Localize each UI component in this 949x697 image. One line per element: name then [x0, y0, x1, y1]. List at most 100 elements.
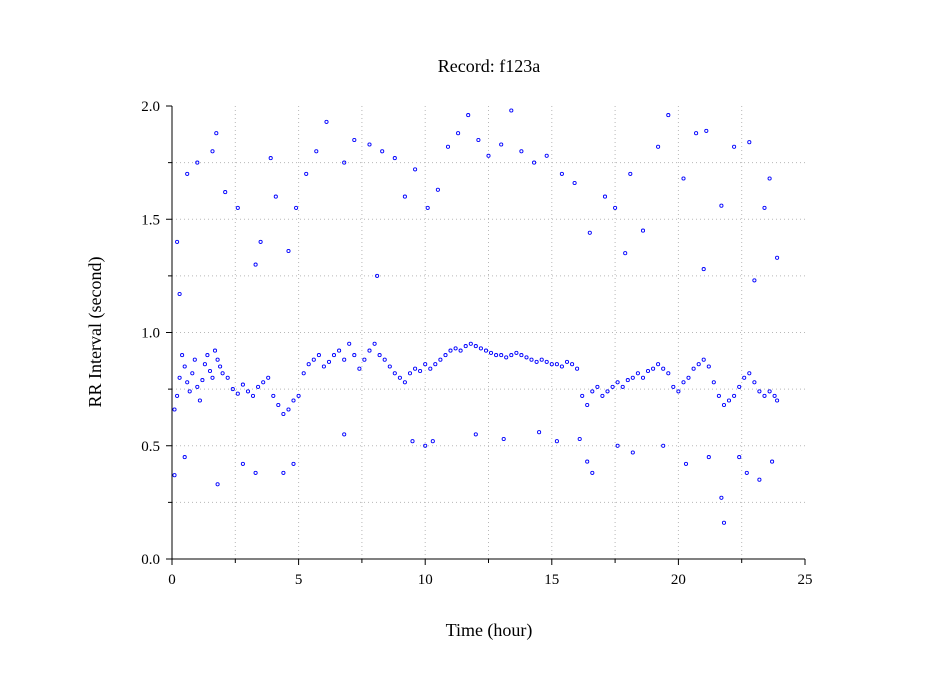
data-point: [372, 341, 377, 346]
data-point: [706, 364, 711, 369]
data-point: [418, 368, 423, 374]
data-point: [210, 149, 215, 154]
data-point: [635, 371, 640, 376]
data-point: [509, 353, 514, 358]
data-point: [375, 273, 380, 278]
data-point: [661, 443, 666, 448]
data-point: [463, 344, 468, 349]
data-point: [413, 366, 418, 371]
data-point: [402, 380, 407, 385]
data-point: [683, 461, 689, 466]
data-point: [499, 142, 504, 147]
data-point: [324, 119, 329, 124]
data-point: [605, 389, 610, 394]
data-point: [587, 230, 592, 235]
data-point: [215, 482, 220, 487]
data-point: [180, 353, 185, 358]
data-point: [742, 375, 747, 380]
x-tick-label: 0: [168, 572, 176, 588]
data-point: [352, 353, 357, 358]
data-point: [458, 348, 463, 353]
data-point: [347, 341, 352, 346]
data-point: [362, 357, 367, 362]
data-point: [656, 144, 661, 149]
data-point: [519, 149, 524, 154]
data-point: [676, 389, 681, 394]
data-point: [316, 353, 321, 358]
data-point: [719, 495, 724, 500]
data-point: [253, 470, 258, 475]
data-point: [177, 375, 182, 380]
data-point: [559, 171, 564, 176]
data-point: [772, 393, 777, 398]
data-point: [544, 153, 549, 158]
y-tick-label: 1.0: [141, 326, 160, 342]
data-point: [445, 144, 451, 149]
data-point: [433, 362, 438, 367]
y-tick-label: 0.5: [141, 439, 160, 455]
data-point: [564, 359, 570, 364]
data-point: [704, 128, 709, 133]
data-point: [425, 205, 430, 210]
data-point: [628, 171, 633, 176]
data-point: [342, 160, 347, 165]
data-point: [625, 378, 630, 383]
data-point: [240, 461, 245, 466]
data-point: [205, 353, 210, 358]
data-point: [250, 393, 256, 398]
data-point: [671, 384, 676, 389]
data-point: [342, 357, 347, 362]
data-point: [245, 389, 251, 394]
chart-title: Record: f123a: [438, 56, 540, 76]
data-point: [273, 194, 278, 199]
data-point: [286, 248, 291, 254]
data-point: [215, 357, 220, 362]
data-point: [172, 407, 177, 412]
x-axis-label: Time (hour): [446, 620, 533, 641]
y-tick-label: 0.0: [141, 552, 160, 568]
data-point: [192, 357, 197, 362]
data-point: [276, 402, 281, 408]
data-point: [392, 156, 397, 161]
data-point: [524, 355, 529, 360]
data-point: [468, 341, 473, 346]
data-point: [706, 455, 711, 460]
data-point: [775, 398, 780, 403]
data-point: [225, 375, 230, 380]
data-point: [711, 380, 716, 385]
data-point: [747, 371, 752, 376]
data-point: [190, 371, 195, 376]
data-point: [539, 357, 544, 362]
data-point: [182, 364, 187, 369]
data-point: [367, 348, 372, 353]
data-point: [314, 149, 319, 154]
data-point: [311, 357, 316, 362]
data-point: [585, 402, 590, 408]
data-point: [197, 398, 202, 403]
data-point: [304, 171, 309, 176]
data-point: [757, 477, 762, 482]
data-point: [423, 362, 428, 367]
data-point: [321, 364, 326, 369]
data-point: [630, 375, 635, 380]
axes: [166, 105, 806, 565]
data-point: [175, 393, 180, 398]
tick-labels: 0 5 10 15 20 25 0.0 0.5 1.0 1.5 2.0: [141, 99, 812, 588]
data-point: [266, 375, 271, 380]
data-point: [187, 389, 192, 394]
data-point: [572, 180, 577, 186]
data-point: [478, 346, 483, 351]
data-point: [575, 366, 580, 371]
data-point: [306, 362, 311, 367]
data-point: [175, 239, 180, 244]
data-point: [256, 384, 261, 389]
data-point: [681, 176, 686, 181]
data-point: [732, 144, 737, 149]
data-point: [661, 366, 666, 371]
data-point: [666, 113, 671, 118]
data-point: [291, 398, 296, 403]
data-point: [218, 364, 223, 369]
data-point: [519, 353, 524, 358]
data-point: [483, 348, 489, 353]
